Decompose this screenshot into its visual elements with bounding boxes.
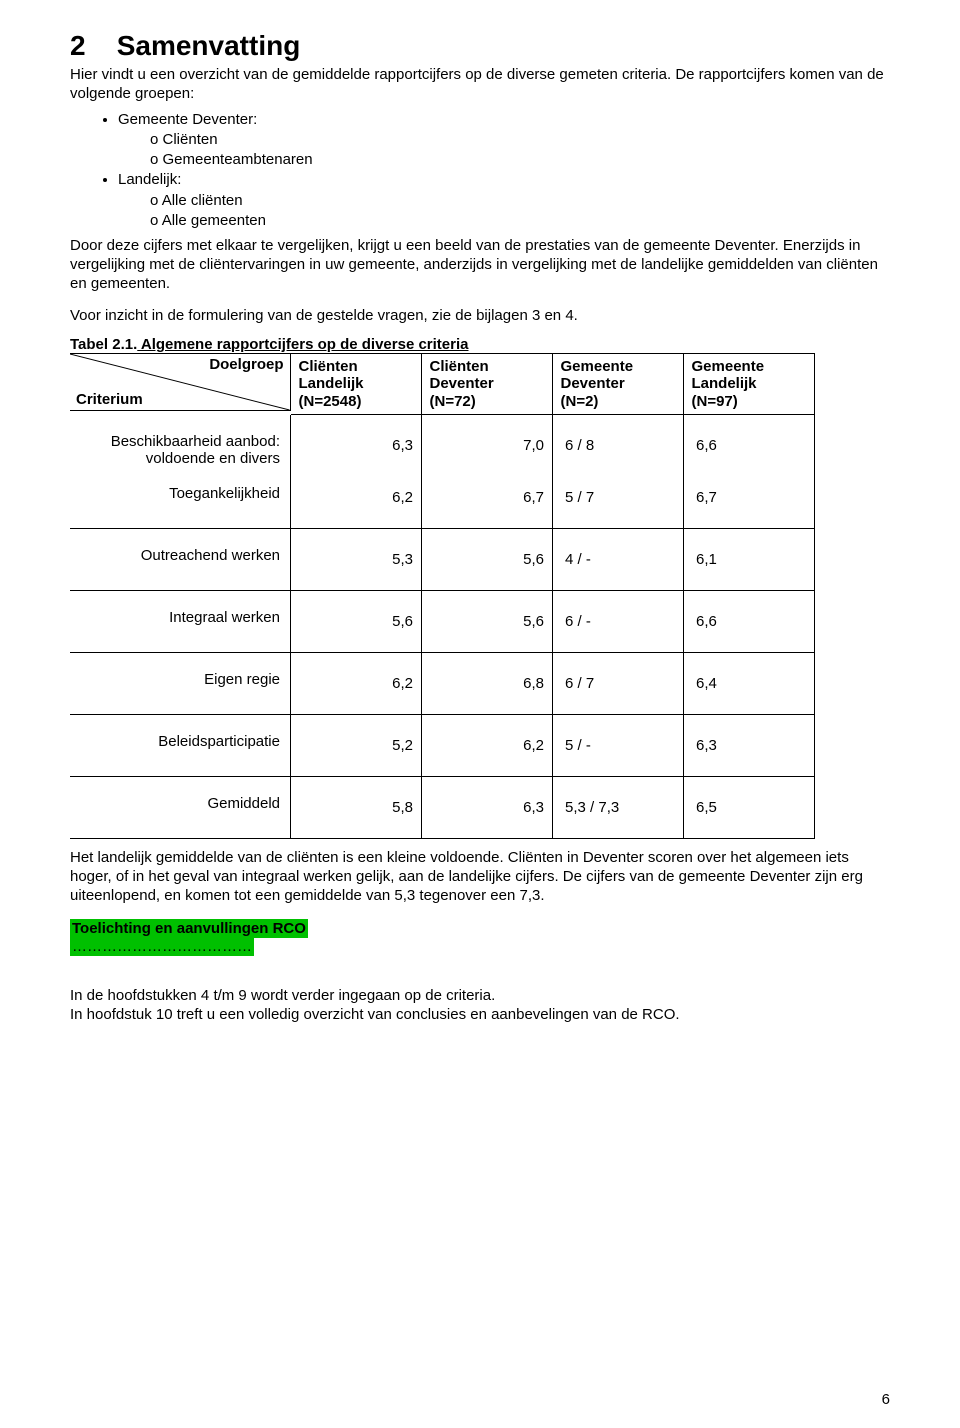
cell-value: 6,7	[422, 485, 552, 510]
cell-value: 6,8	[422, 671, 552, 696]
cell-value: 6,4	[684, 671, 814, 696]
sub-list-item: Gemeenteambtenaren	[150, 150, 890, 170]
cell-value: 5,6	[422, 609, 552, 634]
cell-value: 5 / -	[553, 733, 683, 758]
criterion-label: Integraal werken	[169, 609, 280, 626]
col-header-line: (N=2548)	[299, 393, 413, 410]
cell-value: 6 / 7	[553, 671, 683, 696]
list-item-label: Landelijk:	[118, 171, 181, 188]
col-header-line: (N=72)	[430, 393, 544, 410]
col-header-line: Deventer	[561, 375, 675, 392]
bullet-list: Gemeente Deventer: Cliënten Gemeenteambt…	[70, 110, 890, 232]
sub-list: Alle cliënten Alle gemeenten	[118, 191, 890, 232]
closing-line: In de hoofdstukken 4 t/m 9 wordt verder …	[70, 987, 495, 1004]
table-row: Beleidsparticipatie 5,2 6,2 5 / - 6,3	[70, 733, 815, 758]
col-header-line: Landelijk	[692, 375, 806, 392]
col-header-line: Landelijk	[299, 375, 413, 392]
paragraph: Door deze cijfers met elkaar te vergelij…	[70, 237, 890, 293]
list-item-label: Gemeente Deventer:	[118, 111, 257, 128]
cell-value: 6,3	[291, 433, 421, 458]
cell-value: 6,7	[684, 485, 814, 510]
cell-value: 6,5	[684, 795, 814, 820]
table-row: Beschikbaarheid aanbod: voldoende en div…	[70, 433, 815, 468]
criterion-label: Outreachend werken	[141, 547, 280, 564]
cell-value: 5,6	[422, 547, 552, 572]
table-row: Integraal werken 5,6 5,6 6 / - 6,6	[70, 609, 815, 634]
after-table-paragraph: Het landelijk gemiddelde van de cliënten…	[70, 849, 890, 905]
col-header-line: (N=97)	[692, 393, 806, 410]
cell-value: 6,6	[684, 433, 814, 458]
highlight-title: Toelichting en aanvullingen RCO	[70, 919, 308, 938]
col-header-line: Deventer	[430, 375, 544, 392]
cell-value: 6,3	[422, 795, 552, 820]
cell-value: 5,8	[291, 795, 421, 820]
list-item: Landelijk: Alle cliënten Alle gemeenten	[118, 170, 890, 231]
table-row: Outreachend werken 5,3 5,6 4 / - 6,1	[70, 547, 815, 572]
page-number: 6	[882, 1391, 890, 1408]
col-header-line: Cliënten	[299, 358, 413, 375]
cell-value: 6,6	[684, 609, 814, 634]
closing-paragraph: In de hoofdstukken 4 t/m 9 wordt verder …	[70, 987, 890, 1025]
criterion-label: Toegankelijkheid	[169, 485, 280, 502]
criterion-label: Beschikbaarheid aanbod:	[111, 433, 280, 450]
col-header-line: Gemeente	[692, 358, 806, 375]
col-header-line: Gemeente	[561, 358, 675, 375]
col-header-line: Cliënten	[430, 358, 544, 375]
cell-value: 6,1	[684, 547, 814, 572]
criterion-label: Gemiddeld	[207, 795, 280, 812]
heading-number: 2	[70, 30, 86, 61]
cell-value: 6,2	[291, 485, 421, 510]
heading-text: Samenvatting	[117, 30, 301, 61]
sub-list-item: Alle cliënten	[150, 191, 890, 211]
criterion-label: voldoende en divers	[146, 450, 280, 467]
highlight-block: Toelichting en aanvullingen RCO ………………………	[70, 920, 890, 958]
table-caption: Tabel 2.1. Algemene rapportcijfers op de…	[70, 336, 890, 353]
cell-value: 6,2	[291, 671, 421, 696]
sub-list-item: Cliënten	[150, 130, 890, 150]
cell-value: 5 / 7	[553, 485, 683, 510]
cell-value: 6 / 8	[553, 433, 683, 458]
closing-line: In hoofdstuk 10 treft u een volledig ove…	[70, 1006, 680, 1023]
caption-prefix: Tabel 2.1.	[70, 336, 137, 353]
cell-value: 7,0	[422, 433, 552, 458]
page-title: 2 Samenvatting	[70, 30, 890, 62]
page: 2 Samenvatting Hier vindt u een overzich…	[0, 0, 960, 1428]
table-row: Gemiddeld 5,8 6,3 5,3 / 7,3 6,5	[70, 795, 815, 820]
col-header-line: (N=2)	[561, 393, 675, 410]
table-row: Eigen regie 6,2 6,8 6 / 7 6,4	[70, 671, 815, 696]
cell-value: 6,3	[684, 733, 814, 758]
intro-paragraph: Hier vindt u een overzicht van de gemidd…	[70, 66, 890, 104]
table-row: Toegankelijkheid 6,2 6,7 5 / 7 6,7	[70, 485, 815, 510]
sub-list: Cliënten Gemeenteambtenaren	[118, 130, 890, 171]
cell-value: 5,3	[291, 547, 421, 572]
caption-text: Algemene rapportcijfers op de diverse cr…	[137, 336, 468, 353]
report-table: Doelgroep Criterium Cliënten Landelijk (…	[70, 353, 815, 839]
cell-value: 5,2	[291, 733, 421, 758]
criterion-label: Eigen regie	[204, 671, 280, 688]
cell-value: 6,2	[422, 733, 552, 758]
header-doelgroep: Doelgroep	[209, 356, 283, 373]
cell-value: 5,6	[291, 609, 421, 634]
table-header-row: Doelgroep Criterium Cliënten Landelijk (…	[70, 353, 815, 415]
cell-value: 5,3 / 7,3	[553, 795, 683, 820]
header-criterium: Criterium	[76, 391, 143, 408]
sub-list-item: Alle gemeenten	[150, 211, 890, 231]
cell-value: 4 / -	[553, 547, 683, 572]
highlight-dots: ………………………………	[70, 937, 254, 956]
list-item: Gemeente Deventer: Cliënten Gemeenteambt…	[118, 110, 890, 171]
cell-value: 6 / -	[553, 609, 683, 634]
criterion-label: Beleidsparticipatie	[158, 733, 280, 750]
paragraph: Voor inzicht in de formulering van de ge…	[70, 307, 890, 326]
